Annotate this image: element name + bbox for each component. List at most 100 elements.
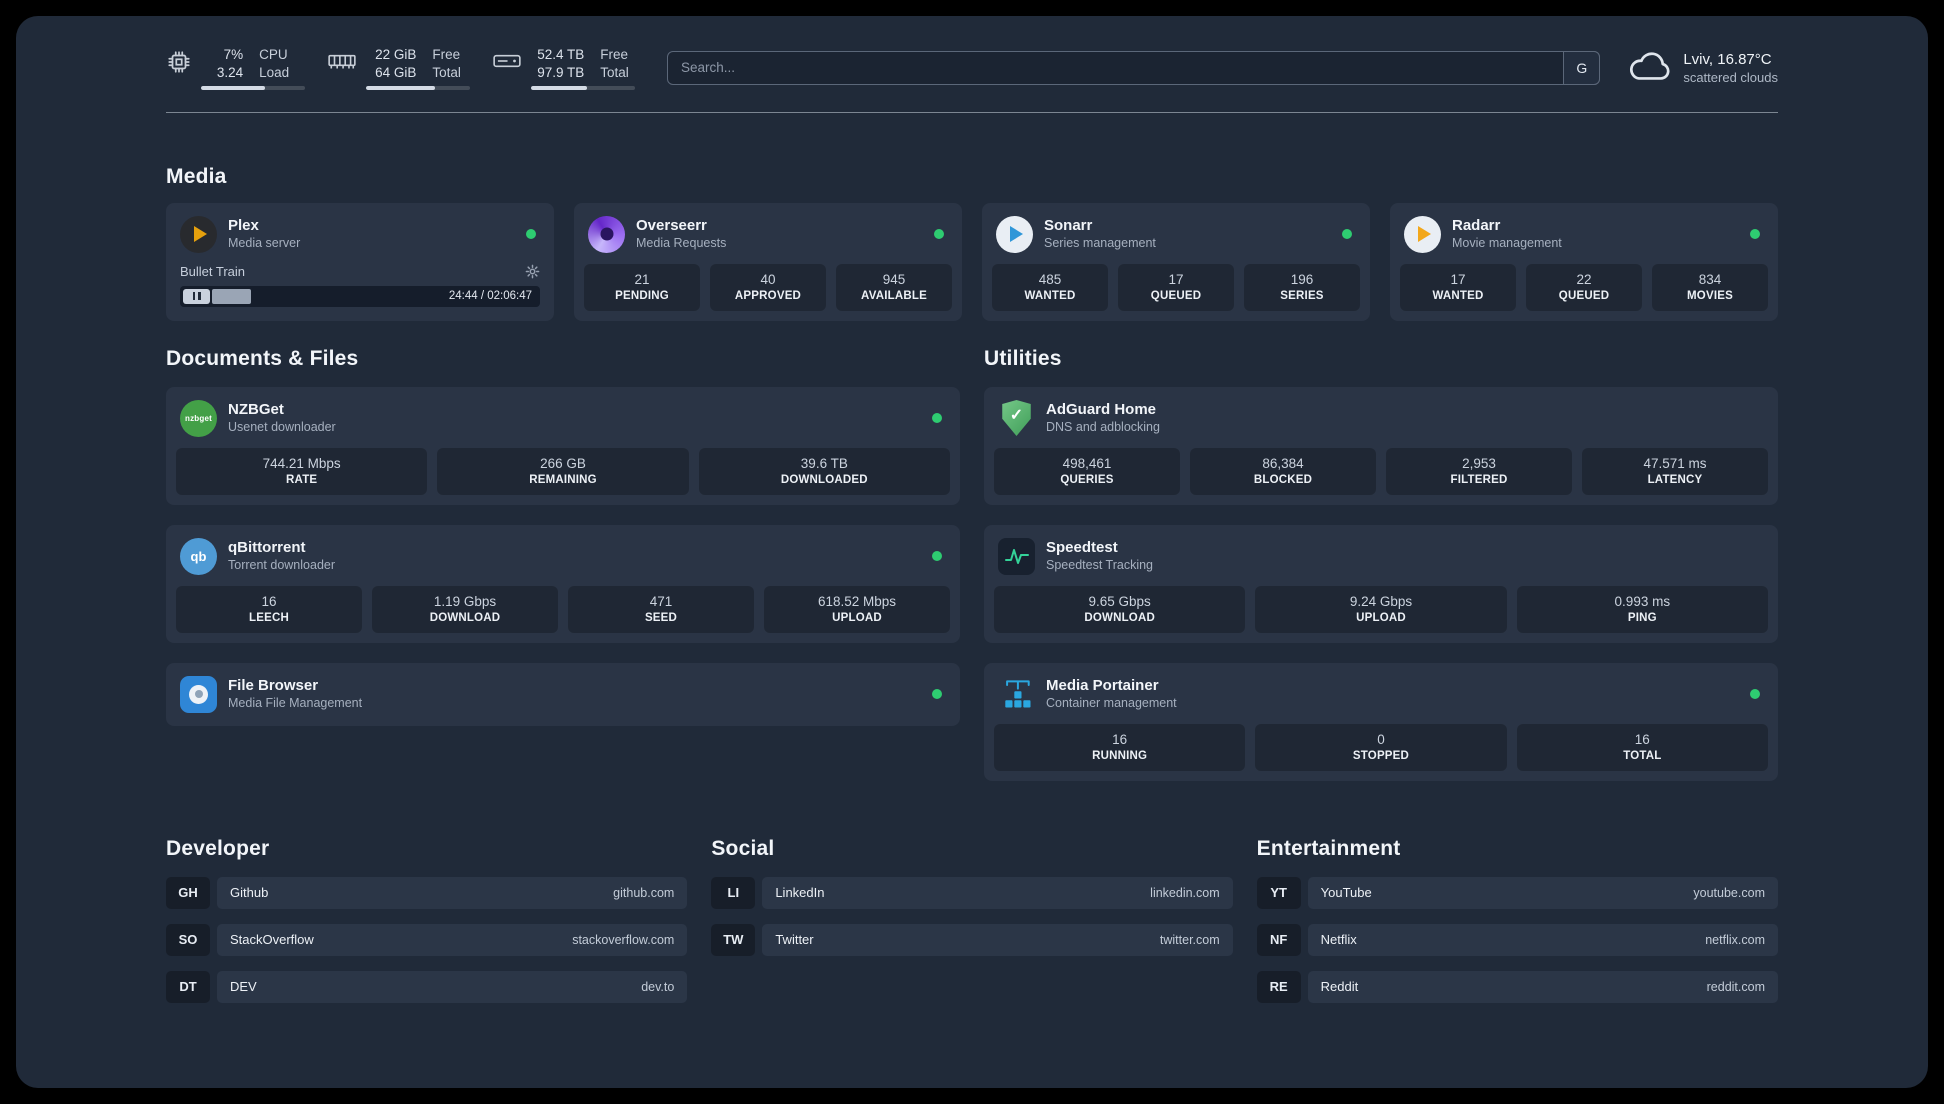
bookmark-netflix[interactable]: NF Netflix netflix.com <box>1256 923 1778 956</box>
bookmark-dev[interactable]: DT DEV dev.to <box>166 970 688 1003</box>
service-card-sonarr[interactable]: Sonarr Series management 485 WANTED 17 Q… <box>982 202 1370 321</box>
bookmark-group-developer: Developer GH Github github.com SO StackO… <box>166 836 688 1003</box>
stat-wanted: 485 WANTED <box>992 263 1108 311</box>
cpu-usage-label: CPU <box>259 47 288 62</box>
stat-value: 0.993 ms <box>1614 593 1671 609</box>
stat-seed: 471 SEED <box>568 585 754 633</box>
service-card-radarr[interactable]: Radarr Movie management 17 WANTED 22 QUE… <box>1390 202 1778 321</box>
stat-downloaded: 39.6 TB DOWNLOADED <box>698 447 950 495</box>
search-provider-button[interactable]: G <box>1563 50 1601 85</box>
disk-free-label: Free <box>600 47 629 62</box>
stat-label: QUEUED <box>1150 289 1202 302</box>
bookmark-stackoverflow[interactable]: SO StackOverflow stackoverflow.com <box>166 923 688 956</box>
cpu-icon <box>166 49 192 80</box>
middle-columns: Documents & Files nzbget NZBGet Usenet d… <box>166 347 1778 781</box>
stat-value: 498,461 <box>1062 455 1112 471</box>
stat-stopped: 0 STOPPED <box>1255 723 1507 771</box>
bookmark-abbr: TW <box>711 923 756 956</box>
stat-queued: 22 QUEUED <box>1526 263 1642 311</box>
media-section-title: Media <box>166 164 227 188</box>
stat-value: 266 GB <box>540 455 586 471</box>
stat-value: 618.52 Mbps <box>817 593 897 609</box>
service-card-plex[interactable]: Plex Media server Bullet Train <box>166 202 554 321</box>
disk-total-value: 97.9 TB <box>537 65 585 80</box>
pause-button[interactable] <box>183 288 210 304</box>
gear-icon[interactable] <box>525 264 540 279</box>
service-card-portainer[interactable]: Media Portainer Container management 16 … <box>984 662 1778 781</box>
service-name: Plex <box>228 217 259 234</box>
bookmark-github[interactable]: GH Github github.com <box>166 876 688 909</box>
service-name: Media Portainer <box>1046 677 1159 694</box>
bookmark-name: Twitter <box>775 932 814 947</box>
bookmark-url: reddit.com <box>1706 979 1765 994</box>
status-dot <box>1342 229 1352 239</box>
service-header: nzbget NZBGet Usenet downloader <box>176 397 950 448</box>
stat-value: 0 <box>1377 731 1385 747</box>
bookmark-url: dev.to <box>641 979 675 994</box>
bookmark-name: Reddit <box>1320 979 1359 994</box>
bookmark-name: DEV <box>230 979 257 994</box>
service-card-speedtest[interactable]: Speedtest Speedtest Tracking 9.65 Gbps D… <box>984 524 1778 643</box>
service-card-adguard[interactable]: AdGuard Home DNS and adblocking 498,461 … <box>984 386 1778 505</box>
stat-movies: 834 MOVIES <box>1652 263 1768 311</box>
speedtest-graph-icon <box>998 537 1035 575</box>
service-desc: DNS and adblocking <box>1046 420 1160 434</box>
stat-wanted: 17 WANTED <box>1400 263 1516 311</box>
service-card-nzbget[interactable]: nzbget NZBGet Usenet downloader 744.21 M… <box>166 386 960 505</box>
service-desc: Speedtest Tracking <box>1046 558 1154 572</box>
stat-value: 40 <box>760 271 776 287</box>
service-name: File Browser <box>228 677 319 694</box>
bookmark-url: stackoverflow.com <box>572 932 675 947</box>
bookmark-name: Netflix <box>1320 932 1357 947</box>
bookmark-linkedin[interactable]: LI LinkedIn linkedin.com <box>711 876 1233 909</box>
service-card-filebrowser[interactable]: File Browser Media File Management <box>166 662 960 726</box>
stat-value: 196 <box>1290 271 1314 287</box>
status-dot <box>932 551 942 561</box>
stat-label: WANTED <box>1432 289 1484 302</box>
stat-total: 16 TOTAL <box>1516 723 1768 771</box>
bookmark-abbr: GH <box>166 876 210 909</box>
playback-progress[interactable] <box>212 288 440 304</box>
service-name: Speedtest <box>1046 539 1118 556</box>
search-input[interactable] <box>667 50 1601 85</box>
weather-condition: scattered clouds <box>1683 69 1778 85</box>
stat-upload: 9.24 Gbps UPLOAD <box>1255 585 1507 633</box>
weather-widget: Lviv, 16.87°C scattered clouds <box>1628 49 1778 86</box>
playback-bar: 24:44 / 02:06:47 <box>180 285 540 307</box>
social-section-title: Social <box>711 836 775 860</box>
media-grid: Plex Media server Bullet Train <box>166 202 1778 321</box>
bookmark-abbr: DT <box>166 970 210 1003</box>
service-desc: Series management <box>1044 236 1156 250</box>
service-card-overseerr[interactable]: Overseerr Media Requests 21 PENDING 40 A… <box>574 202 962 321</box>
bookmark-group-entertainment: Entertainment YT YouTube youtube.com NF … <box>1256 837 1778 1003</box>
service-card-qbittorrent[interactable]: qb qBittorrent Torrent downloader 16 LEE… <box>166 524 960 643</box>
stat-label: AVAILABLE <box>861 289 927 302</box>
memory-total-value: 64 GiB <box>375 65 417 80</box>
bookmark-reddit[interactable]: RE Reddit reddit.com <box>1256 970 1778 1003</box>
bookmark-url: youtube.com <box>1693 885 1765 900</box>
service-header: qb qBittorrent Torrent downloader <box>176 535 950 586</box>
search-bar: G <box>667 50 1601 85</box>
bookmark-url: twitter.com <box>1159 932 1220 947</box>
bookmark-url: github.com <box>613 885 675 900</box>
utilities-column: Utilities AdGuard Home DNS and adblockin… <box>984 347 1778 781</box>
documents-column: Documents & Files nzbget NZBGet Usenet d… <box>166 347 960 726</box>
bookmark-twitter[interactable]: TW Twitter twitter.com <box>711 923 1233 956</box>
status-dot <box>1750 689 1760 699</box>
bookmark-youtube[interactable]: YT YouTube youtube.com <box>1256 876 1778 909</box>
stat-value: 21 <box>634 271 650 287</box>
stat-label: UPLOAD <box>832 611 882 624</box>
memory-total-label: Total <box>432 65 461 80</box>
developer-section-title: Developer <box>166 836 270 860</box>
memory-icon <box>327 49 357 78</box>
stat-value: 22 <box>1576 271 1592 287</box>
service-header: Radarr Movie management <box>1400 213 1768 264</box>
stat-value: 485 <box>1038 271 1062 287</box>
stat-label: REMAINING <box>529 473 597 486</box>
stat-label: SEED <box>644 611 678 624</box>
stat-label: TOTAL <box>1623 749 1662 762</box>
stat-remaining: 266 GB REMAINING <box>437 447 689 495</box>
qbittorrent-icon-text: qb <box>190 548 207 564</box>
stat-label: BLOCKED <box>1253 473 1313 486</box>
stat-series: 196 SERIES <box>1244 263 1360 311</box>
